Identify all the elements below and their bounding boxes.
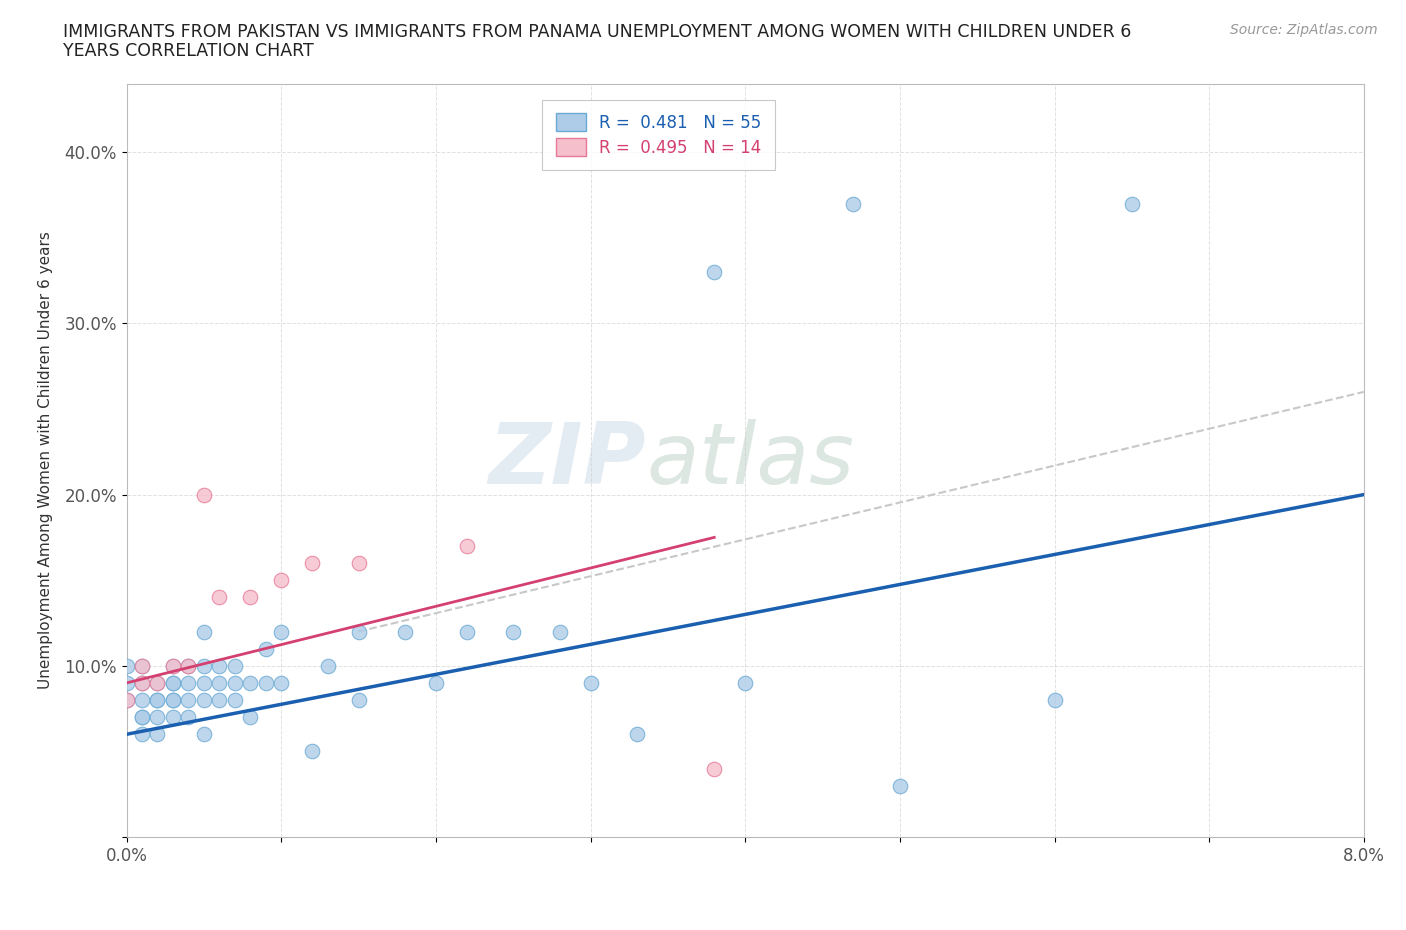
Point — [131, 727, 153, 742]
Text: atlas: atlas — [647, 418, 855, 502]
Point — [208, 693, 231, 708]
Point — [1121, 196, 1143, 211]
Point — [254, 675, 277, 690]
Point — [239, 710, 262, 724]
Point — [734, 675, 756, 690]
Y-axis label: Unemployment Among Women with Children Under 6 years: Unemployment Among Women with Children U… — [38, 232, 53, 689]
Point — [131, 658, 153, 673]
Point — [162, 658, 184, 673]
Point — [270, 675, 292, 690]
Point — [131, 658, 153, 673]
Point — [115, 675, 138, 690]
Point — [115, 693, 138, 708]
Point — [193, 693, 215, 708]
Point — [456, 624, 478, 639]
Point — [146, 693, 169, 708]
Point — [177, 710, 200, 724]
Point — [224, 658, 246, 673]
Point — [254, 642, 277, 657]
Point — [502, 624, 524, 639]
Point — [239, 675, 262, 690]
Point — [842, 196, 865, 211]
Point — [889, 778, 911, 793]
Point — [208, 590, 231, 604]
Point — [626, 727, 648, 742]
Point — [316, 658, 339, 673]
Point — [162, 693, 184, 708]
Point — [162, 710, 184, 724]
Point — [456, 538, 478, 553]
Point — [425, 675, 447, 690]
Point — [703, 761, 725, 776]
Point — [301, 555, 323, 570]
Text: IMMIGRANTS FROM PAKISTAN VS IMMIGRANTS FROM PANAMA UNEMPLOYMENT AMONG WOMEN WITH: IMMIGRANTS FROM PAKISTAN VS IMMIGRANTS F… — [63, 23, 1132, 41]
Point — [208, 675, 231, 690]
Point — [177, 675, 200, 690]
Point — [239, 590, 262, 604]
Point — [115, 693, 138, 708]
Text: ZIP: ZIP — [488, 418, 647, 502]
Point — [146, 675, 169, 690]
Point — [131, 710, 153, 724]
Point — [579, 675, 602, 690]
Point — [146, 675, 169, 690]
Point — [193, 487, 215, 502]
Point — [146, 693, 169, 708]
Point — [193, 727, 215, 742]
Point — [548, 624, 571, 639]
Point — [224, 675, 246, 690]
Point — [347, 555, 370, 570]
Point — [193, 624, 215, 639]
Point — [162, 658, 184, 673]
Legend: R =  0.481   N = 55, R =  0.495   N = 14: R = 0.481 N = 55, R = 0.495 N = 14 — [543, 100, 775, 170]
Point — [270, 573, 292, 588]
Point — [146, 727, 169, 742]
Point — [162, 693, 184, 708]
Point — [193, 675, 215, 690]
Point — [146, 710, 169, 724]
Point — [703, 264, 725, 279]
Point — [177, 658, 200, 673]
Point — [162, 675, 184, 690]
Text: YEARS CORRELATION CHART: YEARS CORRELATION CHART — [63, 42, 314, 60]
Point — [131, 693, 153, 708]
Point — [301, 744, 323, 759]
Text: Source: ZipAtlas.com: Source: ZipAtlas.com — [1230, 23, 1378, 37]
Point — [131, 710, 153, 724]
Point — [131, 675, 153, 690]
Point — [115, 658, 138, 673]
Point — [347, 624, 370, 639]
Point — [193, 658, 215, 673]
Point — [177, 693, 200, 708]
Point — [131, 675, 153, 690]
Point — [224, 693, 246, 708]
Point — [270, 624, 292, 639]
Point — [394, 624, 416, 639]
Point — [162, 675, 184, 690]
Point — [177, 658, 200, 673]
Point — [347, 693, 370, 708]
Point — [208, 658, 231, 673]
Point — [1043, 693, 1066, 708]
